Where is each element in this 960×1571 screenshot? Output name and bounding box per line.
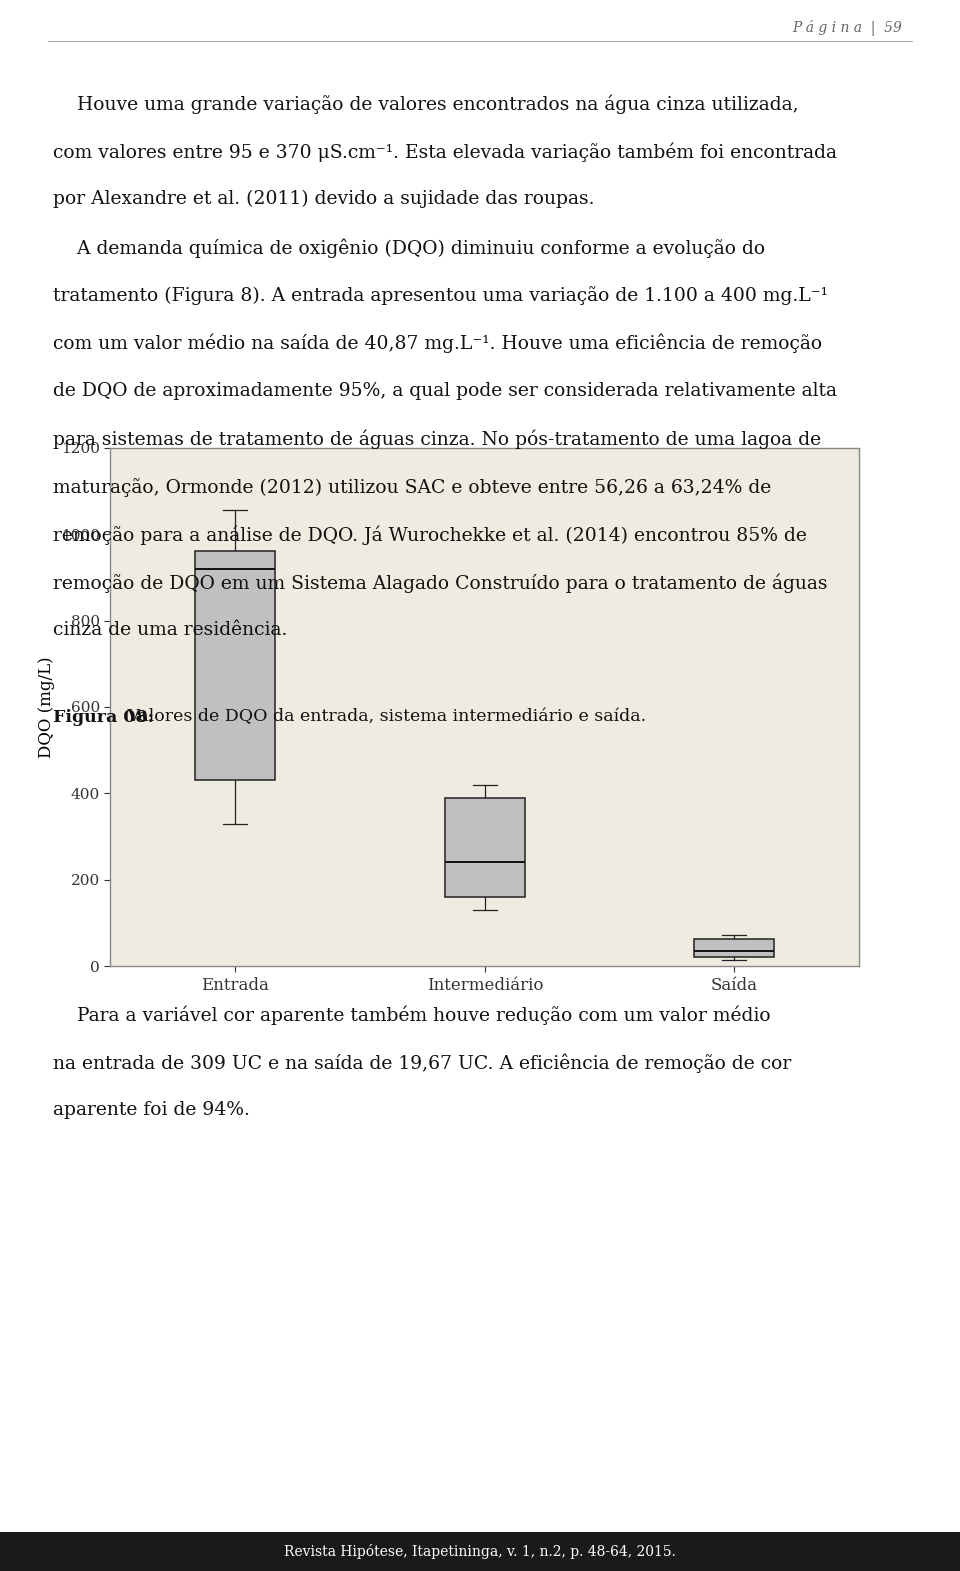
Text: para sistemas de tratamento de águas cinza. No pós-tratamento de uma lagoa de: para sistemas de tratamento de águas cin… — [53, 430, 821, 449]
Text: aparente foi de 94%.: aparente foi de 94%. — [53, 1101, 250, 1119]
Text: com um valor médio na saída de 40,87 mg.L⁻¹. Houve uma eficiência de remoção: com um valor médio na saída de 40,87 mg.… — [53, 335, 822, 353]
Text: Figura 08:: Figura 08: — [53, 709, 154, 726]
Text: por Alexandre et al. (2011) devido a sujidade das roupas.: por Alexandre et al. (2011) devido a suj… — [53, 190, 594, 209]
Text: maturação, Ormonde (2012) utilizou SAC e obteve entre 56,26 a 63,24% de: maturação, Ormonde (2012) utilizou SAC e… — [53, 478, 771, 496]
Text: Para a variável cor aparente também houve redução com um valor médio: Para a variável cor aparente também houv… — [53, 1005, 771, 1024]
Text: A demanda química de oxigênio (DQO) diminuiu conforme a evolução do: A demanda química de oxigênio (DQO) dimi… — [53, 239, 765, 258]
Text: remoção de DQO em um Sistema Alagado Construído para o tratamento de águas: remoção de DQO em um Sistema Alagado Con… — [53, 573, 828, 592]
Text: remoção para a análise de DQO. Já Wurochekke et al. (2014) encontrou 85% de: remoção para a análise de DQO. Já Wuroch… — [53, 526, 806, 545]
Text: P á g i n a  |  59: P á g i n a | 59 — [793, 20, 902, 36]
Y-axis label: DQO (mg/L): DQO (mg/L) — [38, 657, 56, 757]
Text: com valores entre 95 e 370 μS.cm⁻¹. Esta elevada variação também foi encontrada: com valores entre 95 e 370 μS.cm⁻¹. Esta… — [53, 143, 837, 162]
Text: cinza de uma residência.: cinza de uma residência. — [53, 622, 287, 639]
Text: Revista Hipótese, Itapetininga, v. 1, n.2, p. 48-64, 2015.: Revista Hipótese, Itapetininga, v. 1, n.… — [284, 1544, 676, 1558]
Text: Houve uma grande variação de valores encontrados na água cinza utilizada,: Houve uma grande variação de valores enc… — [53, 94, 799, 113]
FancyBboxPatch shape — [444, 798, 525, 897]
Text: de DQO de aproximadamente 95%, a qual pode ser considerada relativamente alta: de DQO de aproximadamente 95%, a qual po… — [53, 382, 837, 399]
FancyBboxPatch shape — [694, 939, 775, 957]
Text: na entrada de 309 UC e na saída de 19,67 UC. A eficiência de remoção de cor: na entrada de 309 UC e na saída de 19,67… — [53, 1054, 791, 1073]
Text: Valores de DQO da entrada, sistema intermediário e saída.: Valores de DQO da entrada, sistema inter… — [122, 709, 646, 726]
Text: tratamento (Figura 8). A entrada apresentou uma variação de 1.100 a 400 mg.L⁻¹: tratamento (Figura 8). A entrada apresen… — [53, 286, 828, 305]
FancyBboxPatch shape — [195, 551, 276, 781]
